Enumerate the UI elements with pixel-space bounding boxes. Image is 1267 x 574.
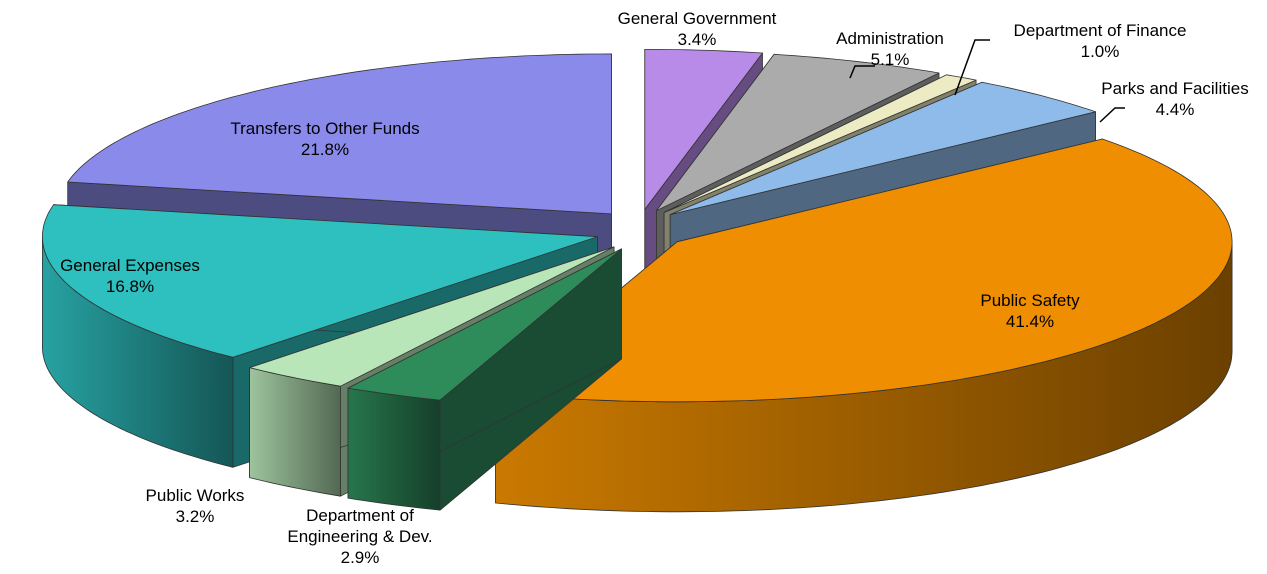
category-label: Transfers to Other Funds [230, 119, 420, 138]
slice-label: Public Works 3.2% [146, 485, 245, 527]
value-label: 21.8% [300, 140, 350, 159]
slice-top [656, 53, 940, 212]
leader-line [954, 39, 990, 96]
slice-label: Department of Engineering & Dev. 2.9% [270, 505, 450, 568]
slice-top [644, 49, 763, 210]
slice-label: Department of Finance 1.0% [1014, 20, 1187, 62]
value-label: 5.1% [870, 50, 910, 69]
slice [347, 248, 622, 511]
slice-top [42, 204, 598, 358]
category-label: Administration [836, 29, 944, 48]
category-label: Parks and Facilities [1101, 79, 1249, 98]
slice-top [669, 81, 1096, 216]
leader-line [849, 65, 875, 79]
category-label: Department of Finance [1013, 21, 1187, 40]
category-label: General Expenses [60, 256, 200, 275]
slice-wall [347, 387, 441, 511]
slice-label: Transfers to Other Funds 21.8% [230, 118, 419, 160]
category-label: Public Works [145, 486, 245, 505]
category-label: Department of Engineering & Dev. [287, 506, 433, 546]
category-label: Public Safety [980, 291, 1080, 310]
slice-top [67, 53, 612, 215]
value-label: 3.4% [677, 30, 717, 49]
value-label: 41.4% [1005, 312, 1055, 331]
slice-top [249, 246, 615, 387]
slice-top [347, 248, 622, 401]
value-label: 16.8% [105, 277, 155, 296]
slice-top [495, 138, 1233, 403]
leader-line [1099, 107, 1125, 123]
slice-label: Parks and Facilities 4.4% [1101, 78, 1248, 120]
slice [495, 138, 1233, 513]
slice-label: General Expenses 16.8% [60, 255, 200, 297]
value-label: 1.0% [1080, 42, 1120, 61]
slice-label: Administration 5.1% [836, 28, 944, 70]
slice-wall [249, 367, 341, 497]
value-label: 4.4% [1155, 100, 1195, 119]
value-label: 2.9% [340, 548, 380, 567]
value-label: 3.2% [175, 507, 215, 526]
slice-label: General Government 3.4% [618, 8, 777, 50]
slice-label: Public Safety 41.4% [980, 290, 1079, 332]
category-label: General Government [617, 9, 777, 28]
